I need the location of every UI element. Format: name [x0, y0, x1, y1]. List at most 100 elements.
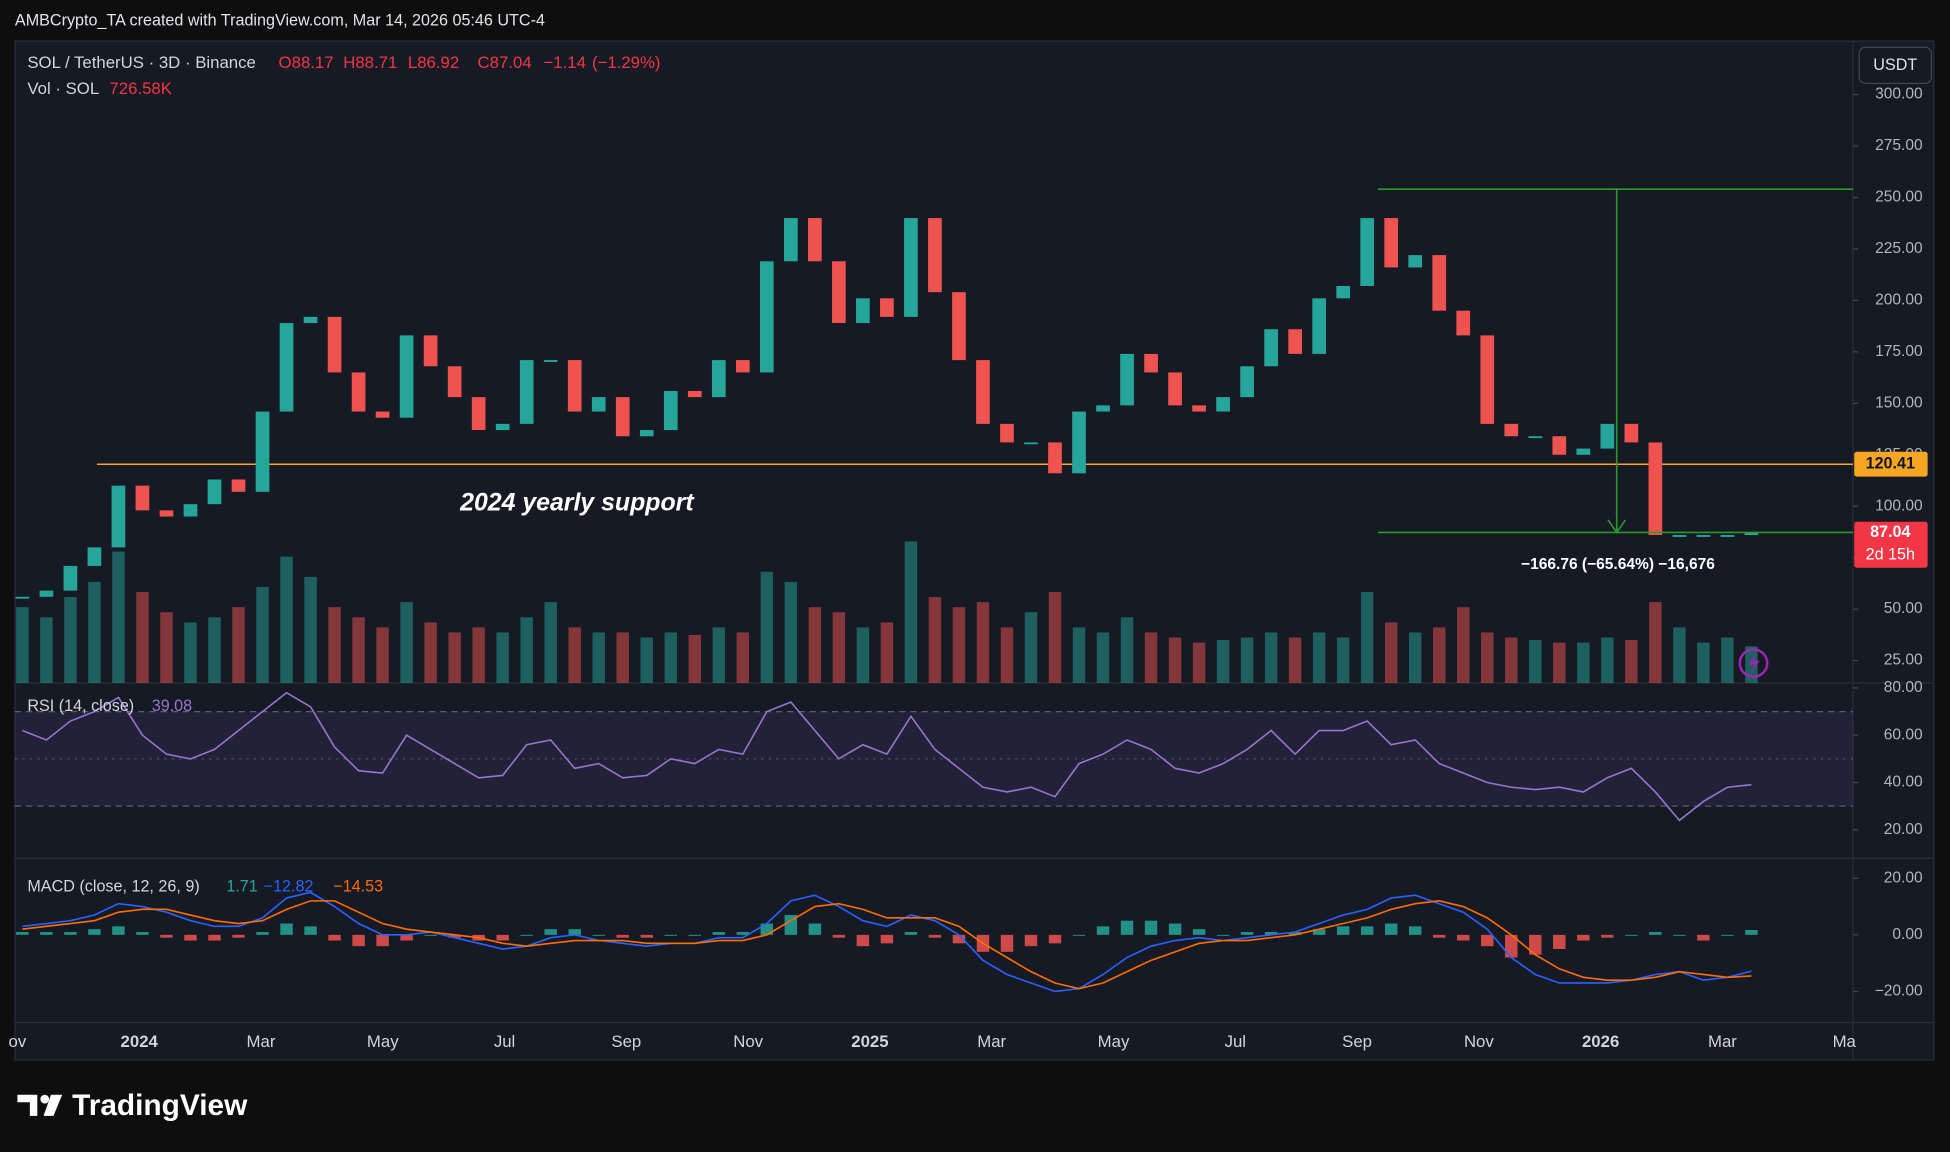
- x-tick-label: 2026: [1582, 1032, 1619, 1051]
- volume-title: Vol · SOL: [27, 79, 99, 98]
- candle: [1048, 442, 1062, 474]
- y-tick-label: 175.00: [1875, 343, 1923, 360]
- candle: [303, 316, 318, 324]
- volume-bar: [1240, 637, 1254, 683]
- volume-bar: [1048, 592, 1062, 683]
- x-tick-label: ov: [9, 1032, 27, 1051]
- candle: [399, 335, 414, 418]
- macd-histogram-bar: [280, 923, 293, 935]
- ohlc-value: C87.04: [478, 53, 532, 72]
- candle: [1072, 411, 1086, 474]
- volume-bar: [784, 581, 798, 683]
- macd-histogram-bar: [616, 934, 629, 938]
- volume-bar: [208, 617, 221, 683]
- volume-bar: [88, 581, 101, 683]
- volume-bar: [160, 612, 173, 683]
- candle: [87, 547, 102, 566]
- volume-bar: [1553, 642, 1566, 683]
- macd-histogram-bar: [1360, 926, 1374, 935]
- signal-line: [22, 900, 1752, 990]
- candle: [639, 430, 654, 437]
- candle: [1216, 397, 1230, 412]
- candle: [1480, 335, 1495, 424]
- countdown-label: 2d 15h: [1866, 546, 1915, 564]
- macd-histogram-bar: [688, 934, 702, 936]
- volume-bar: [1505, 637, 1518, 683]
- volume-bar: [1408, 632, 1422, 683]
- candle: [1528, 436, 1543, 439]
- macd-histogram-bar: [16, 932, 29, 935]
- currency-button[interactable]: [1858, 46, 1932, 84]
- alert-icon[interactable]: [1738, 648, 1769, 679]
- macd-histogram-bar: [376, 934, 389, 947]
- candle: [615, 397, 630, 437]
- y-tick-label: 200.00: [1875, 292, 1923, 309]
- volume-bar: [424, 622, 437, 683]
- volume-bar: [304, 576, 317, 683]
- volume-bar: [1433, 627, 1446, 683]
- macd-histogram-bar: [784, 915, 798, 935]
- volume-bar: [1649, 602, 1662, 683]
- x-tick-label: Mar: [1708, 1032, 1737, 1051]
- candle: [135, 485, 150, 511]
- volume-bar: [640, 637, 653, 683]
- volume-bar: [1625, 640, 1638, 683]
- macd-histogram-bar: [664, 934, 677, 936]
- volume-bar: [664, 632, 677, 683]
- change-percent: (−1.29%): [592, 53, 661, 72]
- macd-histogram-bar: [1384, 923, 1398, 935]
- support-price-box: [1854, 451, 1928, 477]
- macd-histogram-bar: [1481, 934, 1494, 947]
- x-tick-label: Nov: [733, 1032, 763, 1051]
- volume-bar: [568, 627, 581, 683]
- volume-bar: [1721, 637, 1734, 683]
- volume-bar: [496, 632, 509, 683]
- candle: [447, 366, 462, 398]
- volume-bar: [280, 556, 293, 683]
- macd-histogram-bar: [1745, 930, 1758, 935]
- signal-last: −14.53: [333, 877, 383, 895]
- volume-bar: [712, 627, 726, 683]
- macd-histogram-bar: [856, 934, 870, 947]
- candle: [904, 218, 918, 317]
- volume-bar: [976, 602, 990, 683]
- volume-bar: [808, 607, 822, 683]
- volume-bar: [880, 622, 894, 683]
- volume-bar: [448, 632, 461, 683]
- candle: [591, 397, 606, 412]
- volume-bar: [928, 597, 942, 683]
- macd-histogram-bar: [760, 923, 774, 935]
- candle: [231, 479, 246, 492]
- macd-histogram-bar: [40, 932, 53, 935]
- y-tick-label: 275.00: [1875, 137, 1923, 154]
- macd-histogram-bar: [520, 934, 533, 936]
- candle: [928, 218, 942, 293]
- y-tick-label: 20.00: [1884, 869, 1923, 886]
- y-tick-label: 60.00: [1884, 726, 1923, 743]
- macd-histogram-bar: [136, 932, 149, 935]
- volume-bar: [1072, 627, 1086, 683]
- logo-shape: [17, 1094, 38, 1116]
- macd-title: MACD (close, 12, 26, 9): [27, 877, 199, 895]
- macd-histogram-bar: [568, 929, 581, 935]
- candle: [543, 360, 558, 362]
- candle: [279, 323, 294, 412]
- candle: [1672, 535, 1687, 537]
- volume-bar: [472, 627, 485, 683]
- candle: [159, 510, 174, 517]
- y-tick-label: 100.00: [1875, 497, 1923, 514]
- macd-histogram-bar: [592, 934, 605, 936]
- macd-histogram-bar: [1264, 932, 1278, 935]
- volume-bar: [256, 586, 269, 683]
- candle: [976, 360, 990, 424]
- currency-label: USDT: [1873, 56, 1917, 74]
- chart-area: [14, 40, 1935, 1061]
- macd-histogram-bar: [1000, 934, 1014, 952]
- candle: [1576, 448, 1591, 455]
- volume-bar: [376, 627, 389, 683]
- volume-bar: [1481, 632, 1494, 683]
- x-tick-label: Sep: [1342, 1032, 1372, 1051]
- macd-histogram-bar: [304, 926, 317, 935]
